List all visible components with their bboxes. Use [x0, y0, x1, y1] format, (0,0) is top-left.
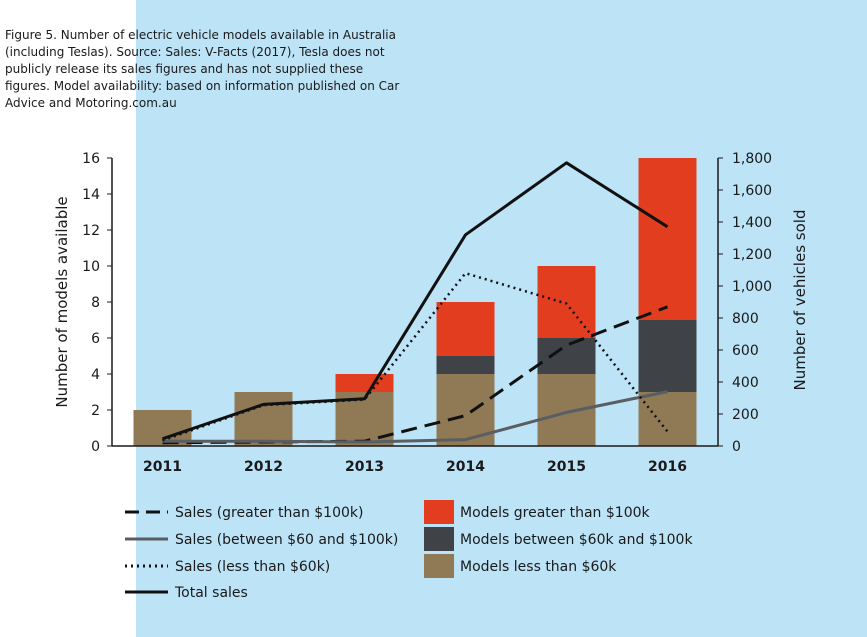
axes: 0 2 4 6 8 10 12 14 16 0 200 400 600 800 1,000 1,200 1,40…	[53, 151, 809, 475]
bar-segment-1-2012	[234, 392, 293, 446]
chart-background-panel	[136, 0, 867, 637]
right-tick-label: 200	[732, 407, 759, 423]
bar-segment-1-2016	[638, 392, 697, 446]
bar-segment-3-2013	[335, 374, 394, 392]
legend-swatch-bar-3	[424, 554, 454, 578]
left-tick-label: 12	[82, 223, 100, 239]
left-tick-label: 8	[91, 295, 100, 311]
left-tick-label: 0	[91, 439, 100, 455]
left-tick-label: 16	[82, 151, 100, 167]
x-tick-label: 2013	[345, 459, 384, 475]
left-tick-label: 6	[91, 331, 100, 347]
left-axis-title: Number of models available	[53, 196, 71, 407]
right-tick-label: 1,000	[732, 279, 772, 295]
bar-segment-2-2016	[638, 320, 697, 392]
legend-swatch-bar-2	[424, 527, 454, 551]
legend-label-bar-2: Models between $60k and $100k	[460, 532, 693, 548]
legend-label-line-2: Sales (between $60 and $100k)	[175, 532, 398, 548]
right-tick-label: 1,200	[732, 247, 772, 263]
bar-segment-2-2014	[436, 356, 495, 374]
line-series-2	[162, 390, 668, 444]
right-tick-label: 0	[732, 439, 741, 455]
legend-label-line-4: Total sales	[174, 585, 248, 601]
right-tick-label: 1,800	[732, 151, 772, 167]
left-tick-label: 4	[91, 367, 100, 383]
legend-label-line-1: Sales (greater than $100k)	[175, 505, 363, 521]
bar-segment-2-2015	[537, 338, 596, 374]
line-series-4	[162, 161, 669, 441]
right-tick-label: 1,400	[732, 215, 772, 231]
bar-segment-3-2015	[537, 266, 596, 338]
legend-swatch-bar-1	[424, 500, 454, 524]
legend-label-bar-1: Models greater than $100k	[460, 505, 651, 521]
legend: Sales (greater than $100k) Sales (between…	[125, 500, 693, 601]
bar-segment-1-2015	[537, 374, 596, 446]
right-tick-label: 1,600	[732, 183, 772, 199]
legend-label-bar-3: Models less than $60k	[460, 559, 617, 575]
legend-label-line-3: Sales (less than $60k)	[175, 559, 330, 575]
right-tick-label: 600	[732, 343, 759, 359]
x-tick-label: 2014	[446, 459, 485, 475]
figure-caption: Figure 5. Number of electric vehicle mod…	[5, 28, 400, 110]
left-tick-label: 2	[91, 403, 100, 419]
left-tick-label: 14	[82, 187, 100, 203]
x-tick-label: 2016	[648, 459, 687, 475]
right-tick-label: 800	[732, 311, 759, 327]
line-series-3	[162, 271, 669, 442]
plot-area	[133, 158, 697, 446]
x-tick-label: 2011	[143, 459, 182, 475]
x-tick-label: 2012	[244, 459, 283, 475]
right-axis-title: Number of vehicles sold	[791, 210, 809, 391]
right-tick-label: 400	[732, 375, 759, 391]
left-tick-label: 10	[82, 259, 100, 275]
bar-segment-3-2014	[436, 302, 495, 356]
bar-segment-3-2016	[638, 158, 697, 320]
x-tick-label: 2015	[547, 459, 586, 475]
